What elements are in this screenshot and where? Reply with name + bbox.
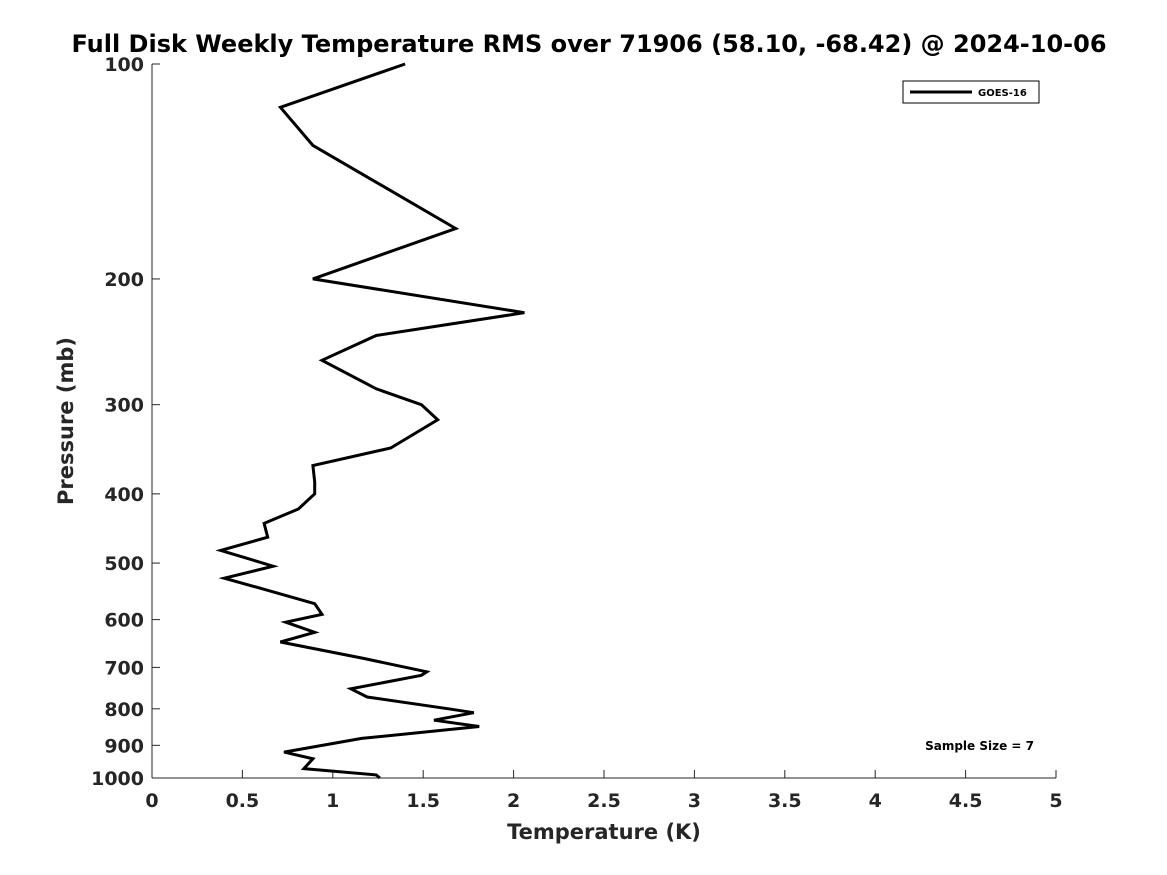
x-tick-label: 2.5 [587,790,621,812]
x-tick-label: 2 [507,790,520,812]
x-tick-label: 0.5 [226,790,260,812]
x-tick-label: 5 [1049,790,1062,812]
x-tick-label: 3 [688,790,701,812]
y-ticks: 100 200 300 400 500 600 700 800 900 1000 [91,54,160,790]
x-tick-label: 1.5 [406,790,440,812]
x-tick-label: 3.5 [768,790,802,812]
y-tick-label: 1000 [91,768,144,790]
x-tick-label: 4 [869,790,882,812]
x-ticks: 0 0.5 1 1.5 2 2.5 3 3.5 4 4.5 5 [145,770,1063,812]
y-tick-label: 700 [104,657,144,679]
x-axis-label: Temperature (K) [507,820,701,844]
y-tick-label: 100 [104,54,144,76]
legend-label-goes-16: GOES-16 [978,88,1027,99]
y-tick-label: 300 [104,395,144,417]
series-layer [215,62,525,780]
y-tick-label: 800 [104,699,144,721]
legend: GOES-16 [902,80,1040,104]
x-tick-label: 0 [145,790,158,812]
y-tick-label: 500 [104,553,144,575]
chart-title: Full Disk Weekly Temperature RMS over 71… [71,30,1106,58]
y-axis-label: Pressure (mb) [54,337,78,505]
x-tick-label: 1 [326,790,339,812]
y-tick-label: 600 [104,610,144,632]
x-tick-label: 4.5 [949,790,983,812]
y-tick-label: 900 [104,735,144,757]
series-line-goes-16 [215,62,525,780]
y-tick-label: 400 [104,484,144,506]
y-tick-label: 200 [104,269,144,291]
sample-size-annotation: Sample Size = 7 [925,739,1034,753]
